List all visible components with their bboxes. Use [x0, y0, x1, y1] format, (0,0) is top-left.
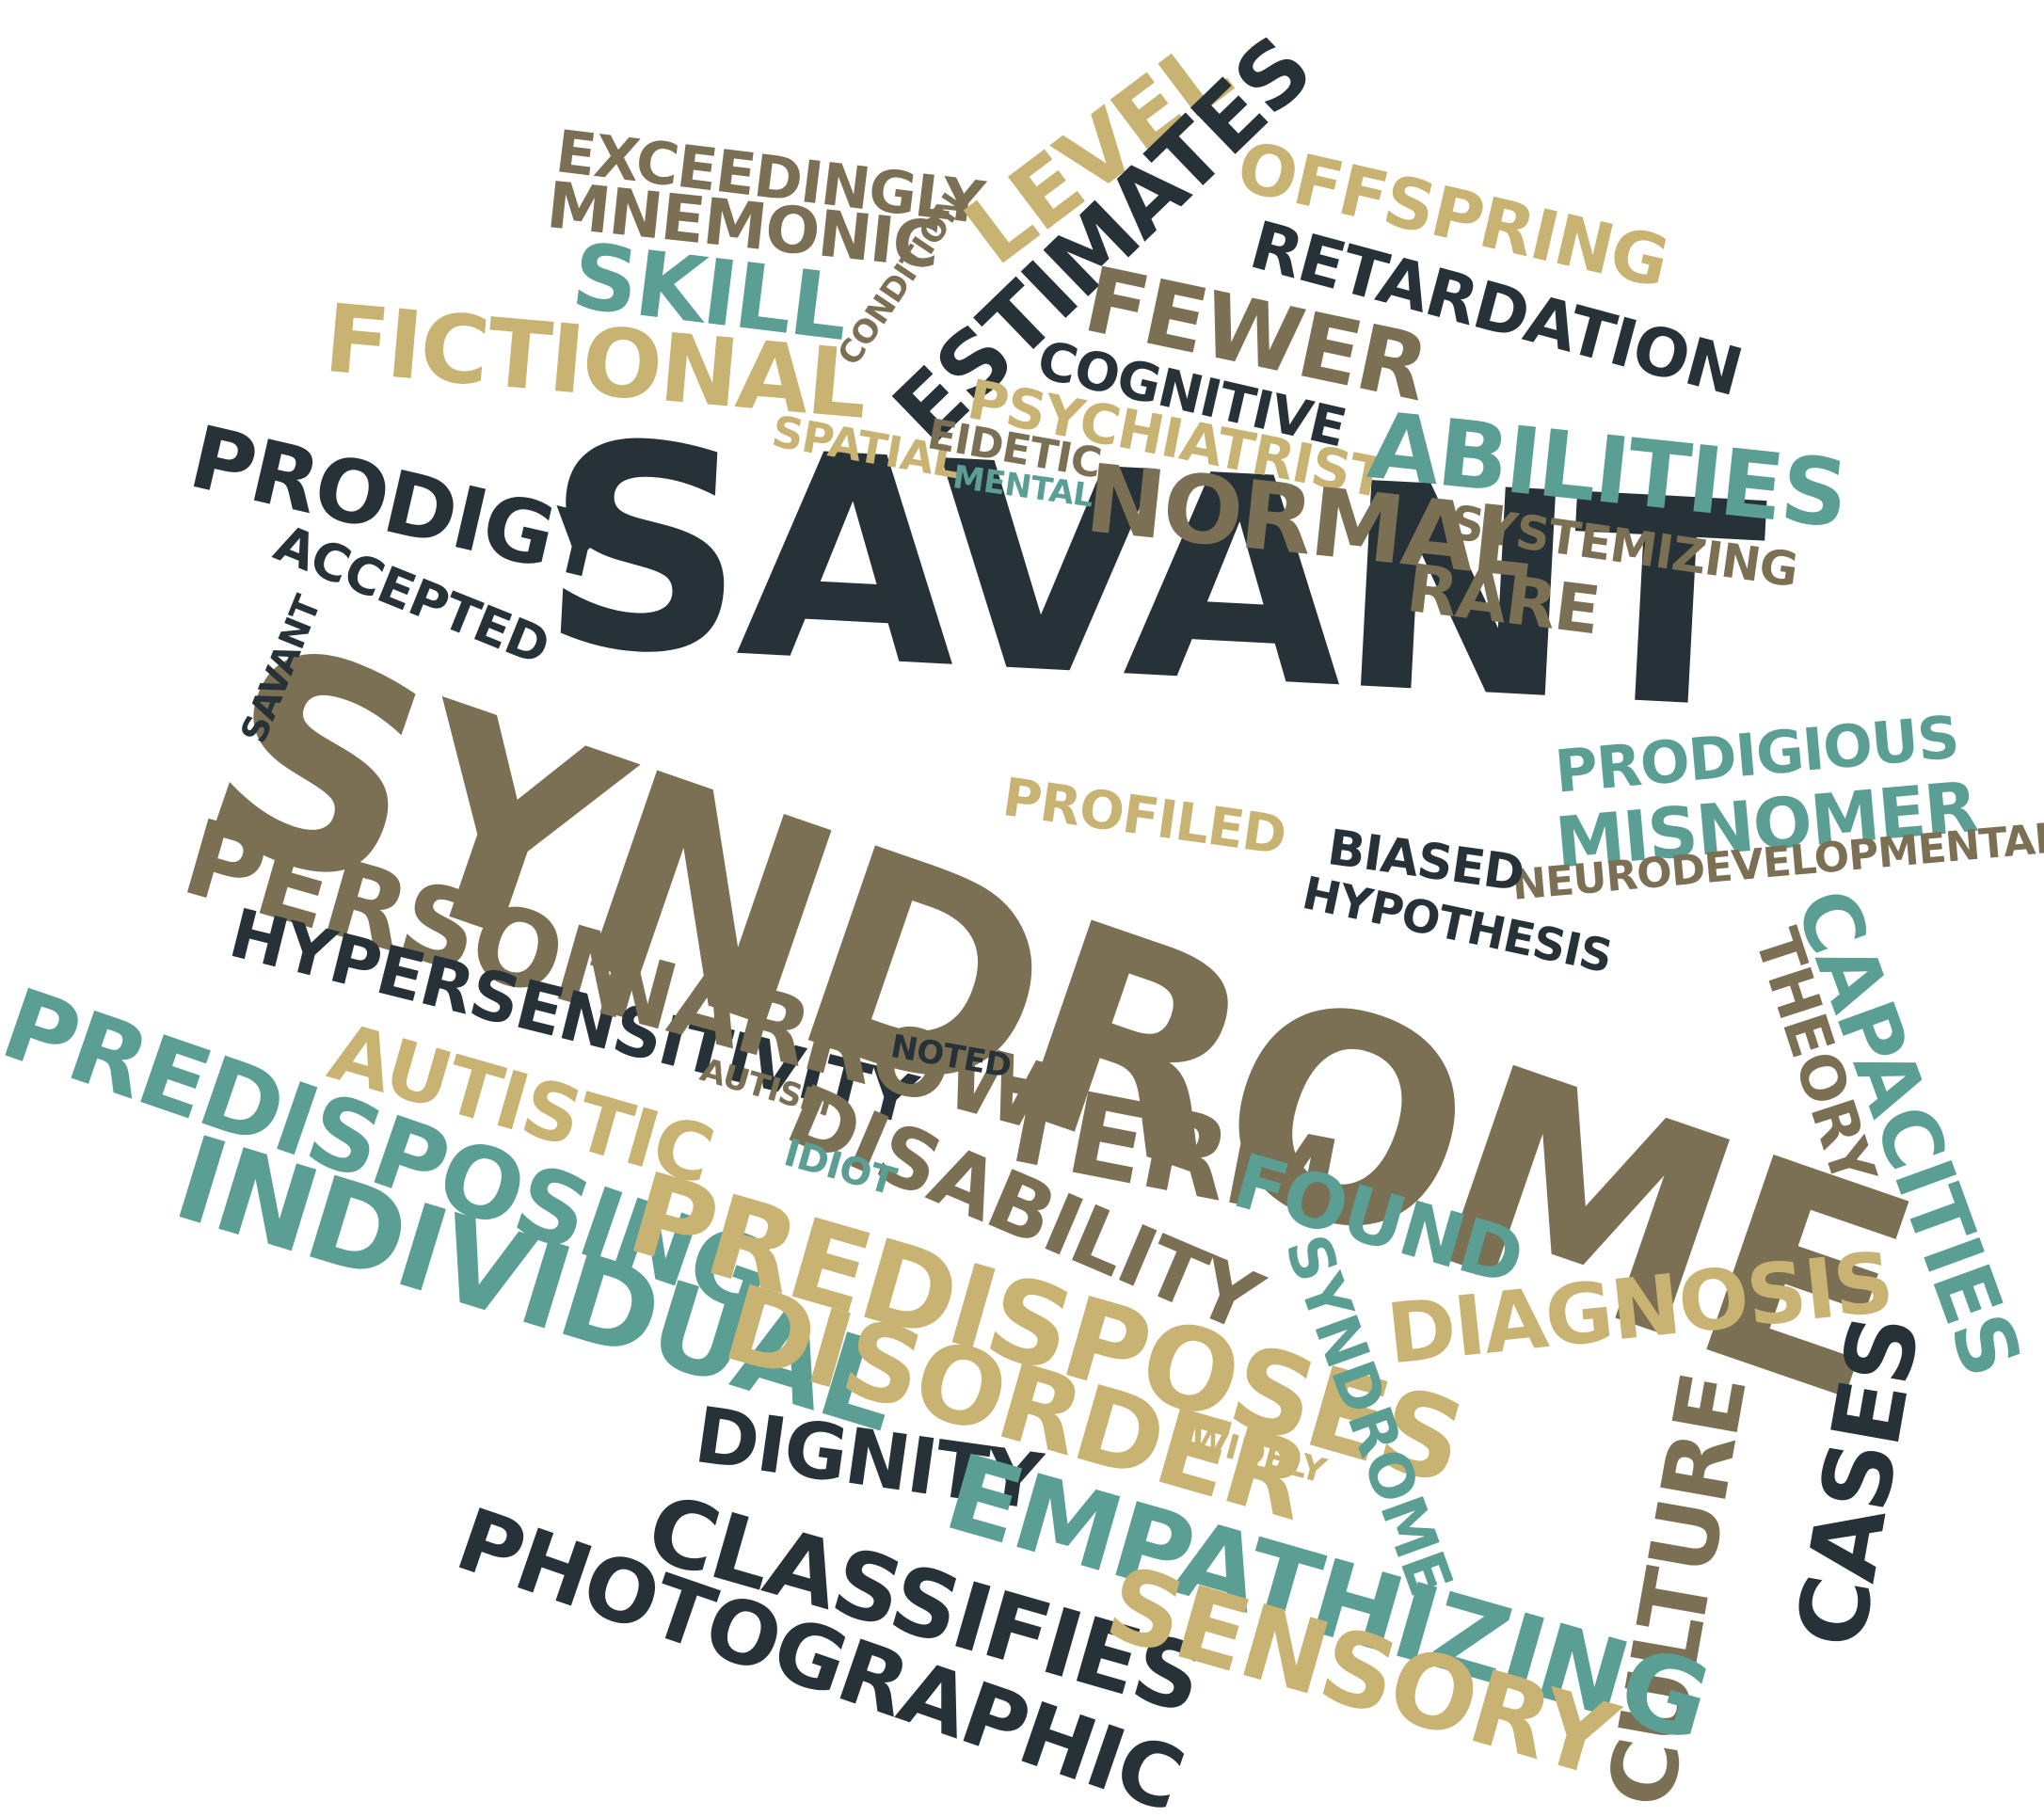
- word-cloud: SAVANT SYNDROME EXCEEDINGLY MNEMONIC LEV…: [0, 17, 2044, 1817]
